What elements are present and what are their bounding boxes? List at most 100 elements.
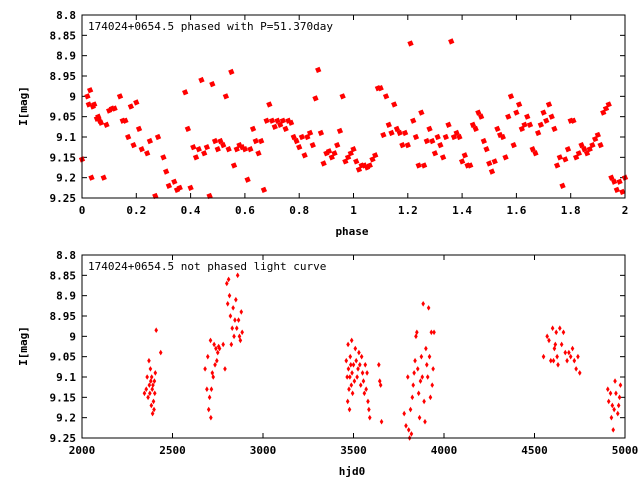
phased-data-point bbox=[100, 174, 107, 181]
unphased-data-point bbox=[423, 418, 427, 425]
phased-data-point bbox=[507, 93, 515, 100]
unphased-data-point bbox=[428, 394, 433, 401]
unphased-data-point bbox=[559, 341, 564, 348]
phased-data-point bbox=[399, 141, 406, 149]
phased-data-point bbox=[537, 121, 544, 128]
phased-plot-points bbox=[78, 38, 629, 200]
phased-data-point bbox=[513, 109, 520, 116]
unphased-plot-xlabel: hjd0 bbox=[339, 465, 366, 478]
unphased-plot-axes: 2000 2500 3000 3500 4000 4500 5000 8.8 8.85 8.9 8.… bbox=[50, 249, 639, 457]
unphased-data-point bbox=[142, 390, 147, 397]
unphased-data-point bbox=[227, 292, 232, 299]
phased-data-point bbox=[247, 146, 254, 153]
phased-data-point bbox=[165, 182, 173, 189]
phased-y-tick-label: 9.25 bbox=[50, 192, 77, 205]
phased-data-point bbox=[309, 141, 316, 149]
phased-x-tick-label: 0.4 bbox=[181, 204, 201, 217]
phased-data-point bbox=[217, 137, 224, 145]
unphased-data-point bbox=[576, 353, 580, 360]
unphased-data-point bbox=[239, 309, 244, 315]
unphased-data-point bbox=[411, 382, 416, 388]
phased-data-point bbox=[176, 184, 183, 191]
unphased-y-tick-label: 8.85 bbox=[50, 269, 77, 282]
unphased-data-point bbox=[404, 423, 408, 429]
phased-x-tick-label: 0.2 bbox=[126, 204, 146, 217]
unphased-y-tick-label: 9 bbox=[69, 330, 76, 343]
unphased-data-point bbox=[377, 378, 382, 384]
unphased-data-point bbox=[608, 390, 613, 397]
phased-data-point bbox=[469, 121, 477, 128]
unphased-data-point bbox=[353, 345, 358, 352]
phased-data-point bbox=[184, 125, 192, 133]
unphased-data-point bbox=[425, 362, 429, 368]
unphased-data-point bbox=[406, 374, 410, 380]
unphased-data-point bbox=[363, 362, 368, 368]
phased-plot-xlabel: phase bbox=[335, 225, 368, 238]
unphased-data-point bbox=[352, 378, 357, 384]
phased-data-point bbox=[320, 160, 327, 167]
unphased-data-point bbox=[225, 280, 229, 287]
unphased-data-point bbox=[149, 402, 154, 409]
unphased-data-point bbox=[350, 390, 355, 397]
unphased-data-point bbox=[419, 353, 424, 360]
phased-data-point bbox=[594, 131, 601, 139]
phased-x-tick-label: 2 bbox=[622, 204, 629, 217]
phased-data-point bbox=[616, 178, 623, 185]
unphased-data-point bbox=[611, 427, 616, 433]
unphased-data-point bbox=[570, 345, 575, 352]
phased-data-point bbox=[192, 154, 200, 161]
phased-data-point bbox=[505, 113, 512, 120]
unphased-data-point bbox=[415, 329, 419, 336]
unphased-data-point bbox=[226, 276, 231, 283]
phased-data-point bbox=[407, 40, 414, 47]
unphased-data-point bbox=[153, 370, 158, 376]
unphased-data-point bbox=[145, 374, 149, 380]
unphased-data-point bbox=[360, 370, 365, 376]
phased-data-point bbox=[293, 137, 300, 145]
phased-data-point bbox=[334, 141, 341, 149]
phased-data-point bbox=[222, 93, 230, 100]
unphased-y-tick-label: 8.9 bbox=[56, 290, 76, 303]
unphased-data-point bbox=[344, 357, 349, 364]
unphased-data-point bbox=[205, 386, 209, 392]
phased-data-point bbox=[187, 184, 194, 191]
phased-data-point bbox=[458, 158, 466, 165]
unphased-data-point bbox=[572, 357, 577, 364]
unphased-data-point bbox=[556, 362, 560, 368]
unphased-data-point bbox=[365, 370, 369, 376]
phased-data-point bbox=[545, 101, 553, 108]
unphased-data-point bbox=[422, 398, 426, 405]
phased-data-point bbox=[551, 125, 558, 133]
unphased-data-point bbox=[359, 353, 364, 360]
phased-data-point bbox=[529, 146, 536, 153]
unphased-data-point bbox=[617, 394, 622, 401]
unphased-data-point bbox=[426, 305, 431, 311]
phased-data-point bbox=[214, 146, 221, 153]
phased-y-tick-label: 9.2 bbox=[56, 172, 76, 185]
phased-data-point bbox=[268, 117, 276, 124]
unphased-y-tick-label: 9.2 bbox=[56, 412, 76, 425]
unphased-plot-ylabel: I[mag] bbox=[17, 326, 30, 366]
phased-data-point bbox=[125, 133, 132, 141]
phased-data-point bbox=[190, 144, 197, 151]
unphased-data-point bbox=[229, 341, 234, 348]
unphased-data-point bbox=[238, 337, 243, 344]
phased-data-point bbox=[380, 131, 387, 139]
phased-data-point bbox=[382, 93, 390, 100]
unphased-data-point bbox=[432, 329, 436, 336]
phased-data-point bbox=[228, 68, 235, 76]
unphased-data-point bbox=[410, 394, 415, 401]
unphased-data-point bbox=[235, 272, 240, 279]
unphased-data-point bbox=[208, 337, 213, 344]
unphased-data-point bbox=[567, 349, 571, 356]
unphased-data-point bbox=[412, 370, 416, 376]
phased-data-point bbox=[146, 137, 154, 145]
phased-plot-axes: 0 0.2 0.4 0.6 0.8 1 1.2 1.4 1.6 1.8 2 8.8 8.85 8.9 8.9… bbox=[50, 9, 629, 217]
phased-data-point bbox=[298, 133, 306, 141]
phased-data-point bbox=[195, 146, 202, 153]
phased-data-point bbox=[581, 146, 588, 153]
phased-data-point bbox=[127, 103, 135, 110]
phased-data-point bbox=[391, 101, 398, 108]
phased-data-point bbox=[488, 168, 496, 175]
unphased-data-point bbox=[409, 431, 414, 437]
